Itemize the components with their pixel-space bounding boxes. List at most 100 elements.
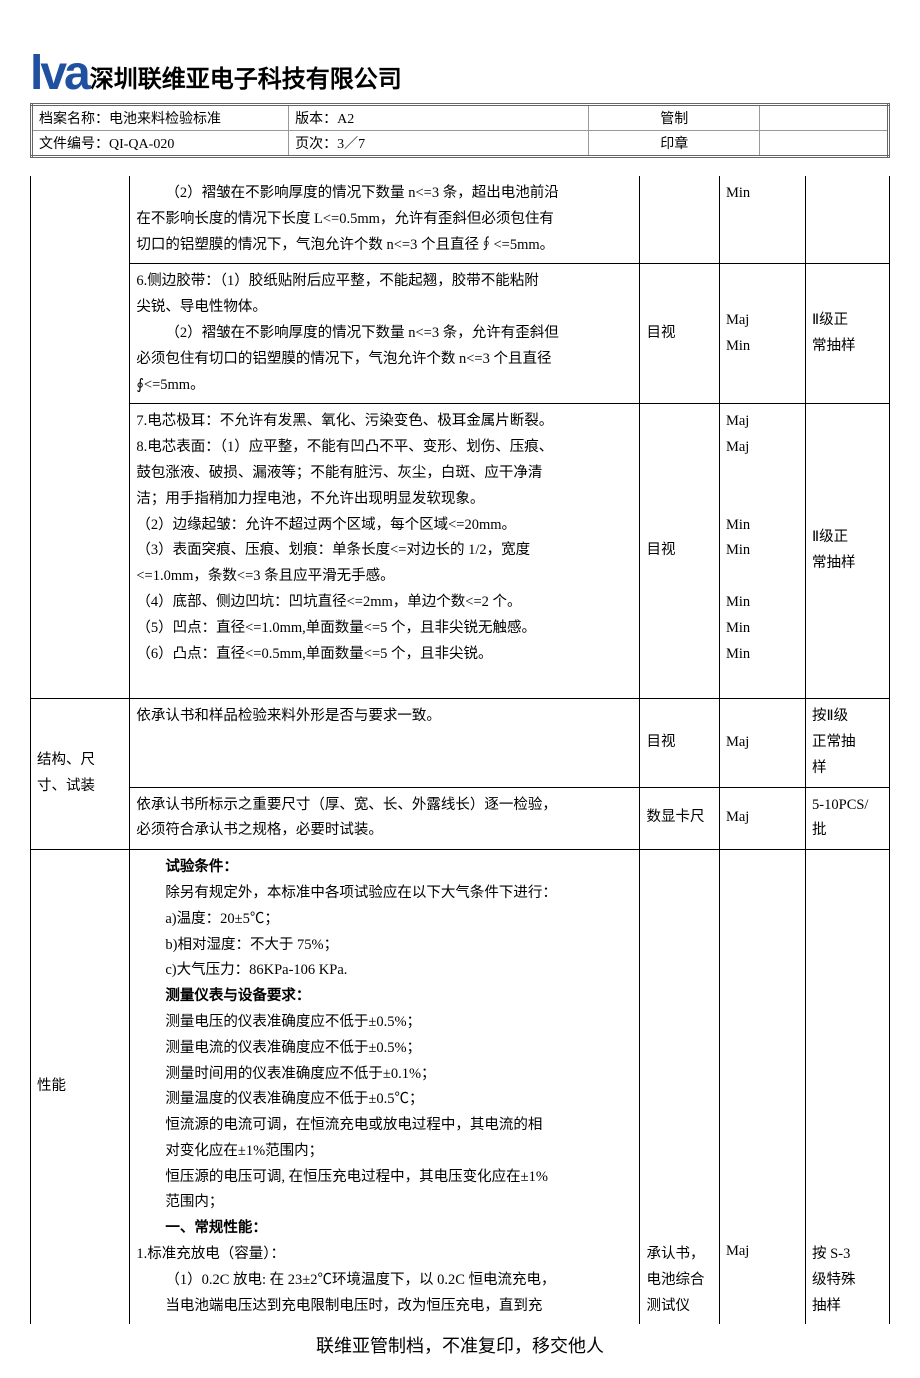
doc-name-label: 档案名称： [39,112,109,127]
content-cell: 试验条件： 除另有规定外，本标准中各项试验应在以下大气条件下进行： a)温度：2… [130,850,640,1325]
method-text: 承认书， [646,1242,712,1268]
sampling-text: 常抽样 [812,551,883,577]
level-text: Min [726,513,799,539]
level-text: Maj [726,435,799,461]
level-text: Min [726,642,799,668]
content-text: 必须包住有切口的铝塑膜的情况下，气泡允许个数 n<=3 个且直径 [136,347,633,373]
company-name: 深圳联维亚电子科技有限公司 [90,59,402,98]
content-text: 6.侧边胶带：（1）胶纸贴附后应平整，不能起翘，胶带不能粘附 [136,269,633,295]
content-text: 鼓包涨液、破损、漏液等；不能有脏污、灰尘，白斑、应干净清 [136,461,633,487]
level-cell: Maj Maj Min Min Min Min Min [719,404,805,699]
sampling-text: 批 [812,818,883,844]
method-cell: 目视 [640,699,719,787]
content-text: 在不影响长度的情况下长度 L<=0.5mm，允许有歪斜但必须包住有 [136,207,633,233]
content-text: 必须符合承认书之规格，必要时试装。 [136,818,633,844]
sampling-cell: 5-10PCS/ 批 [806,787,890,850]
content-cell: 7.电芯极耳：不允许有发黑、氧化、污染变色、极耳金属片断裂。 8.电芯表面：（1… [130,404,640,699]
table-row: 结构、尺寸、试装 依承认书和样品检验来料外形是否与要求一致。 目视 Maj 按Ⅱ… [31,699,890,787]
method-text: 测试仪 [646,1294,712,1320]
method-cell [640,176,719,264]
content-text: （3）表面突痕、压痕、划痕：单条长度<=对边长的 1/2，宽度 [136,538,633,564]
category-cell: 结构、尺寸、试装 [31,699,130,850]
table-row: （2）褶皱在不影响厚度的情况下数量 n<=3 条，超出电池前沿 在不影响长度的情… [31,176,890,264]
content-text: 测量电流的仪表准确度应不低于±0.5%； [136,1036,633,1062]
sampling-cell: Ⅱ级正 常抽样 [806,264,890,404]
doc-no-label: 文件编号： [39,137,109,152]
version-label: 版本： [295,112,337,127]
content-text: 依承认书所标示之重要尺寸（厚、宽、长、外露线长）逐一检验， [136,793,633,819]
content-text: c)大气压力：86KPa-106 KPa. [136,958,633,984]
footer-text: 联维亚管制档，不准复印，移交他人 [30,1332,890,1358]
content-text: 测量电压的仪表准确度应不低于±0.5%； [136,1010,633,1036]
level-text: Maj [726,308,799,334]
category-cell [31,176,130,699]
sampling-cell: 按 S-3 级特殊 抽样 [806,850,890,1325]
sampling-cell [806,176,890,264]
sampling-text: Ⅱ级正 [812,525,883,551]
sampling-text: 5-10PCS/ [812,793,883,819]
sampling-text: 按 S-3 [812,1242,883,1268]
level-cell: Maj [719,850,805,1325]
content-text: 8.电芯表面：（1）应平整，不能有凹凸不平、变形、划伤、压痕、 [136,435,633,461]
document-info-table: 档案名称：电池来料检验标准 版本：A2 管制 文件编号：QI-QA-020 页次… [30,103,890,158]
sampling-cell: Ⅱ级正 常抽样 [806,404,890,699]
level-spacer [726,487,799,513]
method-cell: 目视 [640,264,719,404]
content-text: b)相对湿度：不大于 75%； [136,933,633,959]
level-cell: Maj Min [719,264,805,404]
sampling-text: 按Ⅱ级 [812,704,883,730]
level-text: Min [726,616,799,642]
content-cell: 依承认书和样品检验来料外形是否与要求一致。 [130,699,640,787]
content-heading: 一、常规性能： [136,1216,633,1242]
content-text: （1）0.2C 放电: 在 23±2℃环境温度下，以 0.2C 恒电流充电， [136,1268,633,1294]
content-text: （2）褶皱在不影响厚度的情况下数量 n<=3 条，超出电池前沿 [136,181,633,207]
sampling-cell: 按Ⅱ级 正常抽 样 [806,699,890,787]
content-text: 7.电芯极耳：不允许有发黑、氧化、污染变色、极耳金属片断裂。 [136,409,633,435]
content-text: （6）凸点：直径<=0.5mm,单面数量<=5 个，且非尖锐。 [136,642,633,668]
content-text: （2）褶皱在不影响厚度的情况下数量 n<=3 条，允许有歪斜但 [136,321,633,347]
content-cell: 6.侧边胶带：（1）胶纸贴附后应平整，不能起翘，胶带不能粘附 尖锐、导电性物体。… [130,264,640,404]
content-text: 测量时间用的仪表准确度应不低于±0.1%； [136,1062,633,1088]
sampling-text: 正常抽 [812,730,883,756]
method-cell: 数显卡尺 [640,787,719,850]
header-logo-line: lva 深圳联维亚电子科技有限公司 [30,50,890,98]
content-text: 范围内； [136,1190,633,1216]
level-spacer [726,564,799,590]
content-text: 恒流源的电流可调，在恒流充电或放电过程中，其电流的相 [136,1113,633,1139]
table-row: 7.电芯极耳：不允许有发黑、氧化、污染变色、极耳金属片断裂。 8.电芯表面：（1… [31,404,890,699]
content-text: 恒压源的电压可调, 在恒压充电过程中，其电压变化应在±1% [136,1165,633,1191]
control-label: 管制 [660,112,688,127]
content-text: （2）边缘起皱：允许不超过两个区域，每个区域<=20mm。 [136,513,633,539]
method-cell: 目视 [640,404,719,699]
content-text: 尖锐、导电性物体。 [136,295,633,321]
content-text: （4）底部、侧边凹坑：凹坑直径<=2mm，单边个数<=2 个。 [136,590,633,616]
seal-label: 印章 [660,137,688,152]
level-cell: Min [719,176,805,264]
level-text: Min [726,590,799,616]
content-cell: （2）褶皱在不影响厚度的情况下数量 n<=3 条，超出电池前沿 在不影响长度的情… [130,176,640,264]
page-label: 页次： [295,137,337,152]
level-text: Min [726,538,799,564]
sampling-text: 级特殊 [812,1268,883,1294]
content-heading: 试验条件： [136,855,633,881]
content-text: a)温度：20±5℃； [136,907,633,933]
page-value: 3／7 [337,137,365,152]
doc-name: 电池来料检验标准 [109,112,221,127]
sampling-text: 抽样 [812,1294,883,1320]
method-cell: 承认书， 电池综合 测试仪 [640,850,719,1325]
sampling-text: 样 [812,756,883,782]
level-text: Maj [726,409,799,435]
level-text: Min [726,334,799,360]
content-text: <=1.0mm，条数<=3 条且应平滑无手感。 [136,564,633,590]
content-text: 洁；用手指稍加力捏电池，不允许出现明显发软现象。 [136,487,633,513]
level-cell: Maj [719,787,805,850]
content-text: 切口的铝塑膜的情况下，气泡允许个数 n<=3 个且直径∮<=5mm。 [136,233,633,259]
company-logo: lva [30,50,88,98]
version: A2 [337,112,354,127]
content-cell: 依承认书所标示之重要尺寸（厚、宽、长、外露线长）逐一检验， 必须符合承认书之规格… [130,787,640,850]
table-row: 性能 试验条件： 除另有规定外，本标准中各项试验应在以下大气条件下进行： a)温… [31,850,890,1325]
content-heading: 测量仪表与设备要求： [136,984,633,1010]
content-text: 测量温度的仪表准确度应不低于±0.5℃； [136,1087,633,1113]
inspection-table: （2）褶皱在不影响厚度的情况下数量 n<=3 条，超出电池前沿 在不影响长度的情… [30,176,890,1324]
table-row: 依承认书所标示之重要尺寸（厚、宽、长、外露线长）逐一检验， 必须符合承认书之规格… [31,787,890,850]
